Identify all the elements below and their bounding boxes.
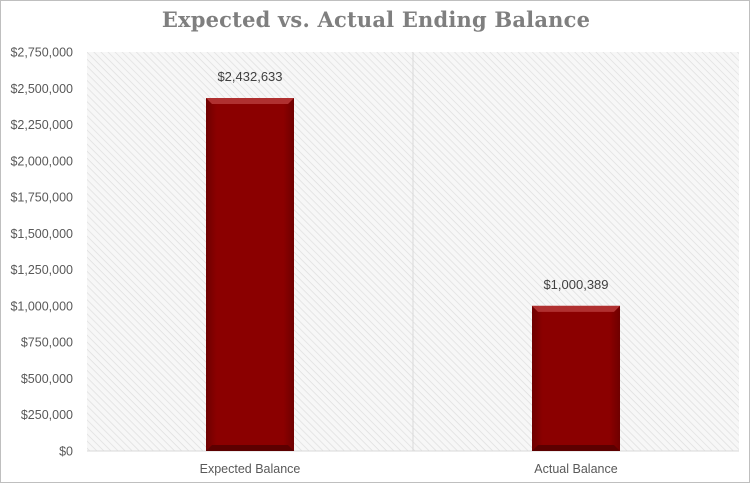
y-tick-label: $1,000,000 bbox=[10, 299, 73, 313]
bar-body bbox=[206, 98, 294, 452]
bar-body bbox=[532, 305, 620, 451]
y-tick-label: $2,250,000 bbox=[10, 118, 73, 132]
y-tick-label: $500,000 bbox=[21, 372, 73, 386]
x-tick-label: Expected Balance bbox=[200, 462, 301, 476]
data-label: $2,432,633 bbox=[217, 69, 282, 84]
y-tick-label: $2,000,000 bbox=[10, 154, 73, 168]
y-tick-label: $1,750,000 bbox=[10, 191, 73, 205]
y-tick-label: $2,500,000 bbox=[10, 82, 73, 96]
y-tick-label: $1,500,000 bbox=[10, 227, 73, 241]
y-tick-label: $2,750,000 bbox=[10, 46, 73, 60]
y-tick-label: $750,000 bbox=[21, 336, 73, 350]
y-tick-label: $1,250,000 bbox=[10, 263, 73, 277]
data-label: $1,000,389 bbox=[543, 277, 608, 292]
bar-bevel-bottom bbox=[206, 445, 294, 451]
y-tick-label: $0 bbox=[59, 445, 73, 459]
bar bbox=[206, 98, 294, 452]
bar bbox=[532, 305, 620, 451]
chart-title: Expected vs. Actual Ending Balance bbox=[161, 7, 591, 32]
bar-bevel-top bbox=[206, 98, 294, 105]
bar-bevel-top bbox=[532, 305, 620, 312]
x-tick-label: Actual Balance bbox=[534, 462, 617, 476]
bar-bevel-bottom bbox=[532, 445, 620, 451]
y-tick-label: $250,000 bbox=[21, 408, 73, 422]
